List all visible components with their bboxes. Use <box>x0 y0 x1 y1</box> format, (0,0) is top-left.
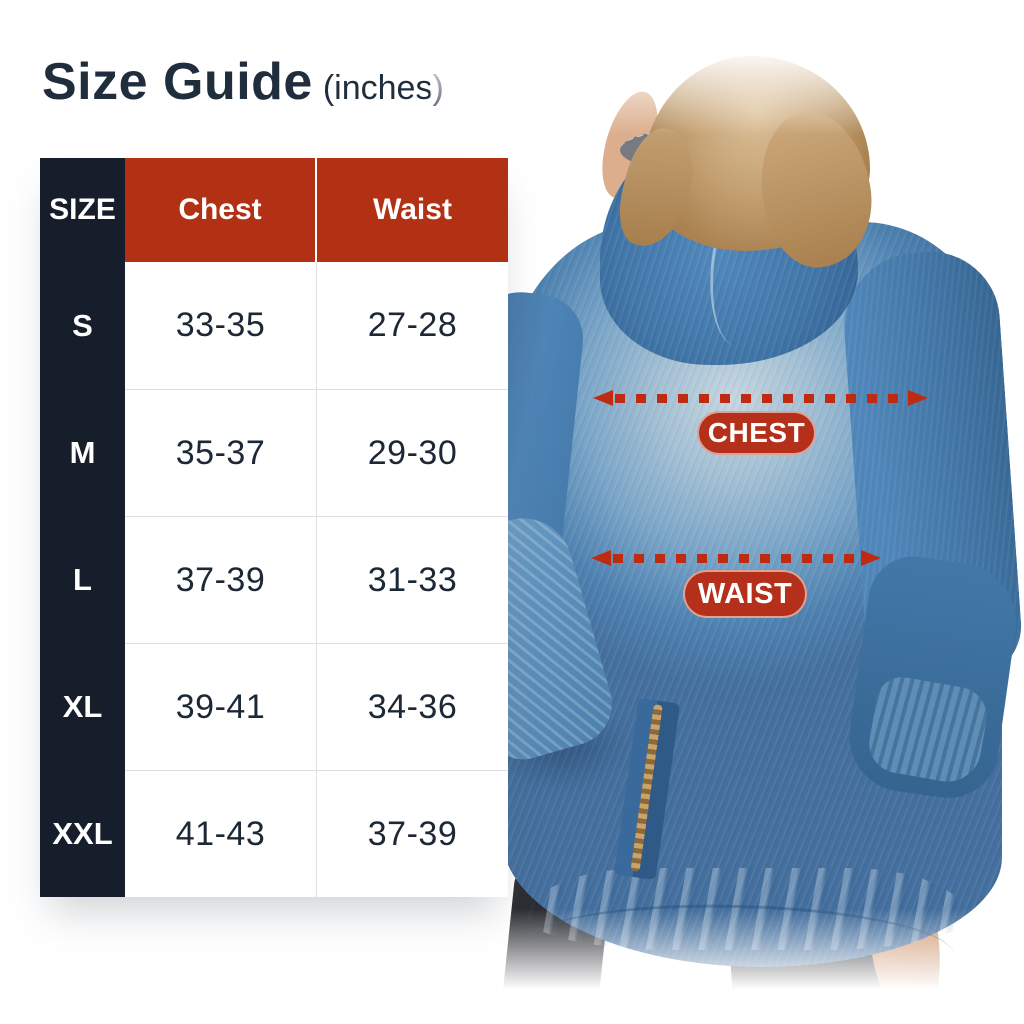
page-title-unit: (inches) <box>322 69 444 107</box>
page-title-text: Size Guide <box>42 53 313 111</box>
table-cell-chest-l: 37-39 <box>125 516 317 643</box>
table-cell-waist-m: 29-30 <box>317 389 508 516</box>
table-row-size-xl: XL <box>40 643 125 770</box>
page-title: Size Guide (inches) <box>42 52 444 112</box>
table-row-size-s: S <box>40 262 125 389</box>
arrow-right-icon <box>861 550 881 566</box>
arrow-left-icon <box>591 550 611 566</box>
dashed-line <box>613 553 859 563</box>
table-cell-waist-l: 31-33 <box>317 516 508 643</box>
chest-measure-line <box>593 390 928 406</box>
arrow-right-icon <box>908 390 928 406</box>
size-table-header-waist: Waist <box>317 158 508 262</box>
table-cell-waist-xxl: 37-39 <box>317 770 508 897</box>
waist-badge: WAIST <box>683 570 807 618</box>
table-cell-chest-xxl: 41-43 <box>125 770 317 897</box>
size-table-header-size: SIZE <box>40 158 125 262</box>
photo-top-fade <box>430 0 1024 135</box>
table-row-size-l: L <box>40 516 125 643</box>
model-back-photo <box>430 0 1024 1024</box>
arrow-left-icon <box>593 390 613 406</box>
waist-measure-line <box>591 550 881 566</box>
table-row-size-xxl: XXL <box>40 770 125 897</box>
table-cell-waist-xl: 34-36 <box>317 643 508 770</box>
table-cell-waist-s: 27-28 <box>317 262 508 389</box>
table-cell-chest-m: 35-37 <box>125 389 317 516</box>
size-table-header-chest: Chest <box>125 158 317 262</box>
chest-badge: CHEST <box>697 411 816 455</box>
photo-bottom-fade <box>430 909 1024 1024</box>
table-row-size-m: M <box>40 389 125 516</box>
table-cell-chest-xl: 39-41 <box>125 643 317 770</box>
size-table: SIZE Chest Waist S 33-35 27-28 M 35-37 2… <box>40 158 508 897</box>
table-cell-chest-s: 33-35 <box>125 262 317 389</box>
dashed-line <box>615 393 906 403</box>
